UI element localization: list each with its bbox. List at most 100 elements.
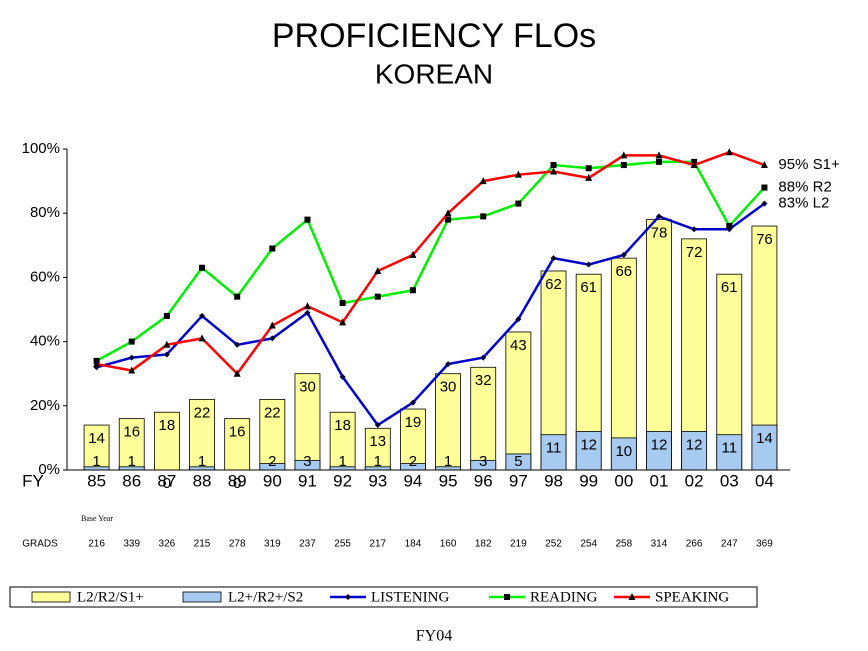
line-marker: [550, 167, 558, 175]
x-tick-label: 92: [333, 471, 352, 490]
bar-value-label: 19: [405, 414, 422, 431]
bar-value-label: 1: [198, 453, 206, 470]
grads-label: GRADS: [22, 539, 58, 550]
line-marker: [199, 264, 206, 271]
grads-value: 369: [756, 539, 773, 550]
grads-value: 184: [405, 539, 422, 550]
line-marker: [233, 369, 241, 377]
bar: [224, 418, 251, 471]
legend-label: READING: [530, 589, 598, 605]
x-tick-label: 98: [544, 471, 563, 490]
base-year-note: Base Year: [81, 514, 113, 523]
bar-value-label: 16: [229, 424, 246, 441]
bar: [681, 431, 708, 471]
y-tick-label: 40%: [30, 333, 60, 350]
line-marker: [691, 226, 698, 233]
bar: [259, 398, 286, 471]
y-tick-label: 60%: [30, 268, 60, 285]
line-marker: [303, 302, 311, 310]
bar-value-label: 12: [686, 436, 703, 453]
x-tick-label: 90: [263, 471, 282, 490]
line-marker: [655, 151, 663, 159]
x-tick-label: 04: [755, 471, 774, 490]
bar: [716, 434, 743, 471]
line-marker: [234, 341, 241, 348]
line-marker: [444, 209, 452, 217]
legend-label: L2+/R2+/S2: [228, 589, 303, 605]
line-marker: [234, 293, 241, 300]
bar: [294, 373, 321, 471]
line-marker: [163, 312, 170, 319]
line-marker: [620, 251, 627, 258]
bar: [575, 431, 602, 471]
bar: [540, 434, 567, 471]
bar-value-label: 2: [268, 453, 276, 470]
grads-value: 216: [88, 539, 105, 550]
end-label: 95% S1+: [778, 156, 840, 173]
x-prefix: FY: [22, 471, 44, 490]
line-marker: [620, 151, 628, 159]
bar-value-label: 16: [123, 424, 140, 441]
line-marker: [339, 373, 346, 380]
line-marker: [304, 216, 311, 223]
series-line: [95, 160, 766, 362]
line-marker: [550, 255, 557, 262]
grads-value: 326: [159, 539, 176, 550]
line-marker: [760, 161, 768, 169]
bar-value-label: 30: [299, 379, 316, 396]
line-marker: [445, 361, 452, 368]
bar: [400, 408, 426, 471]
bar: [153, 411, 180, 471]
grads-value: 182: [475, 539, 492, 550]
legend-label: LISTENING: [371, 589, 449, 605]
bar: [646, 431, 672, 471]
bar-value-label: 76: [756, 231, 773, 248]
bar-value-label: 12: [651, 436, 668, 453]
bar-value-label: 1: [444, 453, 452, 470]
y-tick-label: 20%: [30, 397, 60, 414]
legend-swatch: [182, 591, 222, 603]
line-marker: [726, 223, 733, 230]
line-marker: [550, 162, 557, 169]
line-marker: [163, 340, 171, 348]
line-marker: [409, 250, 417, 258]
bar-value-label: 5: [514, 453, 522, 470]
line-marker: [339, 318, 347, 326]
line-marker: [128, 338, 135, 345]
line-marker: [268, 321, 276, 329]
line-marker: [620, 162, 627, 169]
grads-value: 219: [510, 539, 527, 550]
line-marker: [761, 184, 768, 191]
bar-value-label: 61: [580, 279, 597, 296]
bar-value-label: 3: [479, 453, 487, 470]
grads-value: 314: [651, 539, 668, 550]
bar: [505, 331, 532, 471]
line-marker: [339, 300, 346, 307]
line-marker: [269, 335, 276, 342]
x-tick-label: 94: [403, 471, 422, 490]
bar-value-label: 22: [264, 404, 281, 421]
line-marker: [655, 158, 662, 165]
line-marker: [761, 200, 768, 207]
bar-value-label: 62: [545, 276, 562, 293]
y-tick-label: 0%: [38, 461, 60, 478]
bar-value-label: 18: [159, 417, 176, 434]
line-marker: [628, 593, 636, 600]
line-marker: [515, 316, 522, 323]
line-marker: [409, 399, 416, 406]
bar-value-label: 22: [194, 404, 211, 421]
x-tick-label: 91: [298, 471, 317, 490]
end-label: 88% R2: [778, 178, 831, 195]
bar: [118, 418, 145, 471]
line-marker: [690, 161, 698, 169]
line-marker: [585, 173, 593, 181]
x-tick-label: 87: [157, 471, 176, 490]
bar-value-label: 30: [440, 379, 457, 396]
bar-value-label: 0: [233, 475, 241, 492]
bar-value-label: 12: [580, 436, 597, 453]
legend-box: [9, 586, 758, 608]
bar: [646, 219, 672, 471]
grads-value: 217: [369, 539, 386, 550]
x-tick-label: 93: [368, 471, 387, 490]
bar: [751, 424, 778, 471]
